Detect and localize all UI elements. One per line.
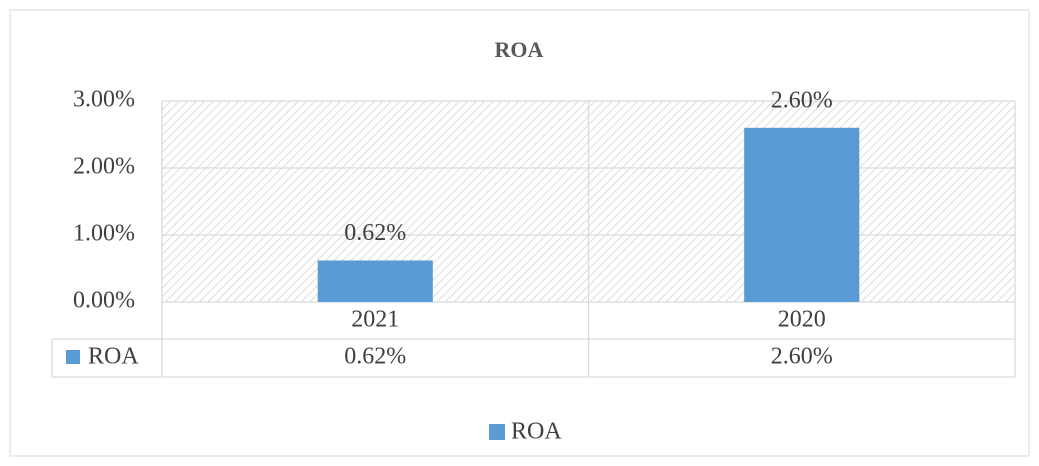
y-tick-label: 0.00%	[73, 288, 135, 314]
y-tick-label: 3.00%	[73, 87, 135, 113]
y-tick-label: 1.00%	[73, 221, 135, 247]
table-legend-key	[66, 350, 80, 364]
data-label: 2.60%	[771, 87, 833, 113]
table-value: 2.60%	[771, 344, 833, 370]
legend-label: ROA	[511, 419, 562, 445]
table-value: 0.62%	[344, 344, 406, 370]
legend-key	[489, 424, 505, 440]
data-label: 0.62%	[344, 220, 406, 246]
y-tick-label: 2.00%	[73, 154, 135, 180]
bar	[317, 260, 433, 302]
table-series-name: ROA	[88, 344, 139, 370]
bar	[744, 127, 860, 302]
chart-title: ROA	[495, 37, 544, 62]
x-tick-label: 2021	[351, 307, 399, 333]
x-tick-label: 2020	[778, 307, 826, 333]
